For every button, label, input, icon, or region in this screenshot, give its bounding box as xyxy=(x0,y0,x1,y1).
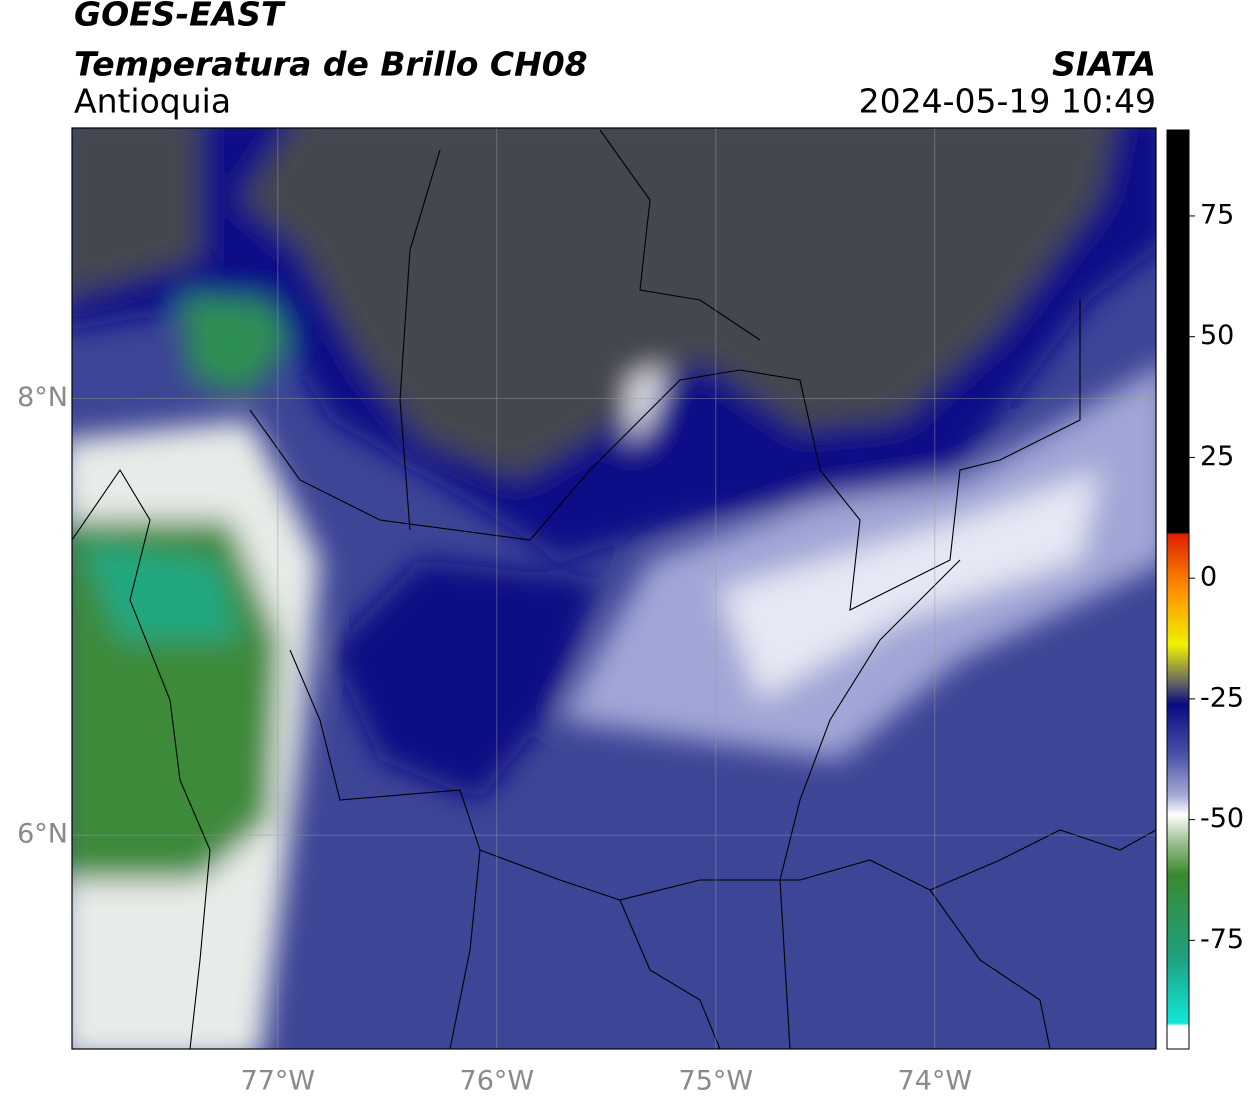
satellite-image xyxy=(72,128,1156,1049)
borders xyxy=(72,129,1156,1049)
colorbar-tick-label: 25 xyxy=(1200,441,1234,472)
x-tick-label: 76°W xyxy=(460,1066,535,1097)
x-tick-label: 77°W xyxy=(241,1066,316,1097)
x-tick-label: 75°W xyxy=(679,1066,754,1097)
graticule xyxy=(72,128,1156,1049)
map-frame xyxy=(71,127,1157,1050)
y-tick-label: 8°N xyxy=(17,382,68,413)
y-tick-label: 6°N xyxy=(17,819,68,850)
colorbar-tick-label: -75 xyxy=(1200,924,1244,955)
datetime: 2024-05-19 10:49 xyxy=(859,82,1156,121)
colorbar-tick-label: 75 xyxy=(1200,199,1234,230)
colorbar-tick-label: -25 xyxy=(1200,682,1244,713)
colorbar-tick-label: -50 xyxy=(1200,803,1244,834)
region: Antioquia xyxy=(74,82,231,121)
x-tick-label: 74°W xyxy=(898,1066,973,1097)
source: SIATA xyxy=(1052,45,1156,84)
colorbar-tick-label: 50 xyxy=(1200,320,1234,351)
subtitle: Temperatura de Brillo CH08 xyxy=(74,45,588,84)
title: GOES-EAST xyxy=(74,0,286,34)
colorbar xyxy=(1166,129,1190,1050)
colorbar-tick-label: 0 xyxy=(1200,562,1217,593)
